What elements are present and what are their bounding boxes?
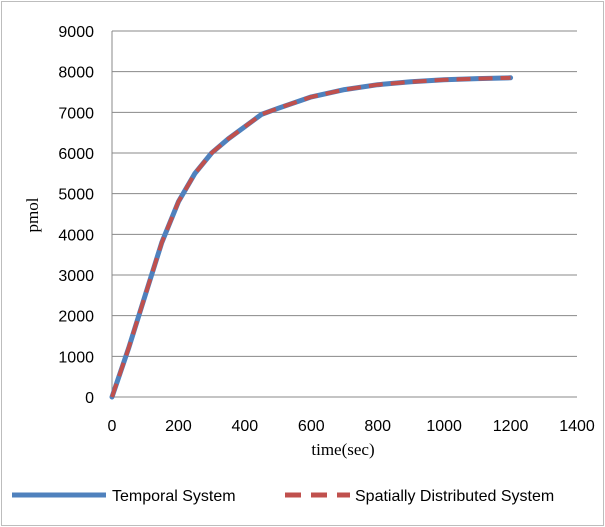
series-line-temporal-system xyxy=(109,75,514,400)
y-tick-label: 2000 xyxy=(58,309,94,326)
x-tick-label: 1200 xyxy=(493,418,529,435)
x-tick-label: 1000 xyxy=(426,418,462,435)
x-tick-label: 800 xyxy=(364,418,391,435)
gridlines xyxy=(112,30,577,357)
y-tick-label: 8000 xyxy=(58,65,94,82)
axes xyxy=(111,31,577,398)
x-tick-labels: 0 200 400 600 800 1000 1200 1400 xyxy=(108,418,595,435)
y-tick-label: 7000 xyxy=(58,105,94,122)
x-tick-label: 400 xyxy=(232,418,259,435)
series-lines xyxy=(109,75,514,400)
y-tick-labels: 0 1000 2000 3000 4000 5000 6000 7000 8000 9000 xyxy=(58,24,94,407)
y-tick-label: 4000 xyxy=(58,227,94,244)
x-tick-label: 0 xyxy=(108,418,117,435)
x-tick-label: 1400 xyxy=(559,418,595,435)
y-tick-label: 5000 xyxy=(58,187,94,204)
y-tick-label: 9000 xyxy=(58,24,94,41)
x-axis-title: time(sec) xyxy=(311,440,374,459)
legend-label-temporal-system: Temporal System xyxy=(112,488,236,505)
y-tick-label: 6000 xyxy=(58,146,94,163)
series-line-spatially-distributed-system xyxy=(110,75,511,398)
y-tick-label: 1000 xyxy=(58,349,94,366)
legend-label-spatially-distributed-system: Spatially Distributed System xyxy=(355,488,554,505)
y-tick-label: 3000 xyxy=(58,268,94,285)
y-tick-label: 0 xyxy=(85,390,94,407)
x-tick-label: 200 xyxy=(165,418,192,435)
y-axis-title: pmol xyxy=(23,197,42,232)
x-tick-label: 600 xyxy=(298,418,325,435)
legend: Temporal System Spatially Distributed Sy… xyxy=(12,488,554,505)
